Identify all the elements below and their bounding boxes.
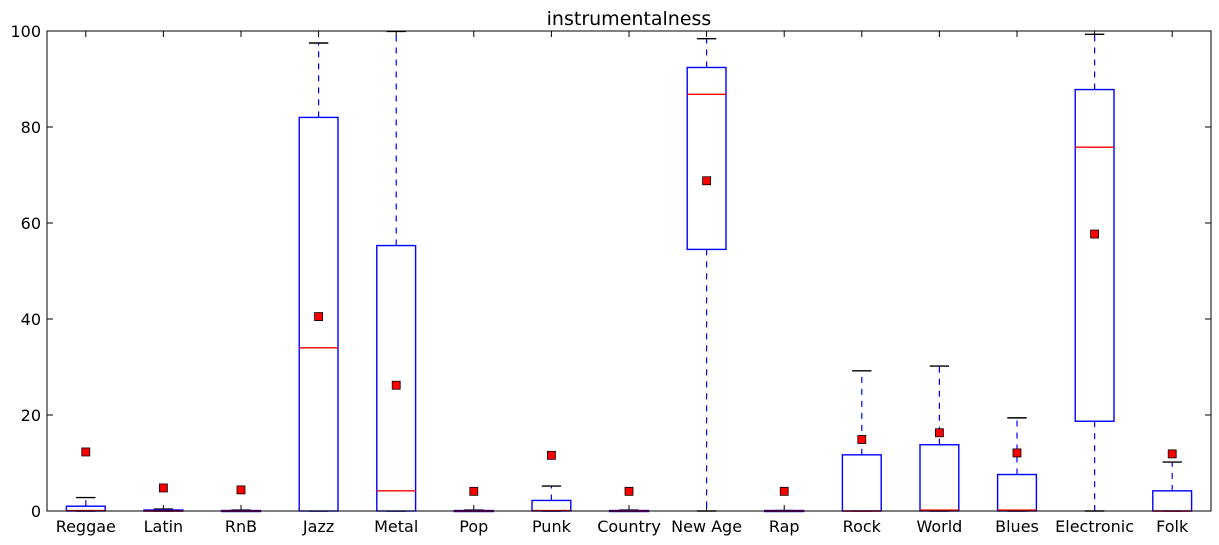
box (919, 444, 960, 512)
mean-marker (81, 447, 91, 457)
x-tick-label: RnB (225, 517, 257, 536)
mean-marker (857, 435, 867, 444)
mean-marker (935, 428, 944, 438)
box (1074, 88, 1115, 422)
x-tick-label: Folk (1156, 517, 1189, 536)
x-tick-label: Electronic (1055, 517, 1134, 536)
box (376, 244, 417, 512)
box (1152, 490, 1193, 512)
mean-marker (1090, 229, 1099, 239)
chart-title: instrumentalness (547, 8, 712, 30)
mean-marker (158, 483, 168, 493)
mean-marker (469, 486, 479, 496)
mean-marker (702, 176, 711, 186)
mean-marker (314, 312, 324, 322)
y-tick-label: 0 (31, 502, 41, 521)
y-tick-label: 80 (21, 118, 41, 137)
x-tick-label: Country (597, 517, 661, 536)
x-tick-label: Rock (843, 517, 882, 536)
x-tick-label: Jazz (302, 517, 334, 536)
mean-marker (1167, 449, 1177, 459)
x-tick-label: Reggae (56, 517, 116, 536)
y-tick-label: 40 (21, 310, 41, 329)
box (996, 473, 1038, 512)
box (686, 66, 727, 251)
mean-marker (1012, 448, 1022, 458)
x-tick-label: Pop (459, 517, 488, 536)
box (841, 454, 882, 512)
x-tick-label: Latin (144, 517, 184, 536)
mean-marker (391, 380, 401, 390)
mean-marker (779, 486, 789, 496)
box (531, 499, 572, 512)
y-tick-label: 100 (10, 22, 41, 41)
mean-marker (236, 485, 246, 495)
plot-frame (46, 30, 1212, 512)
plot-area: 0 20 40 60 80 100 Reggae Latin RnB Jazz Metal Pop Pu… (10, 22, 1211, 536)
mean-marker (624, 486, 634, 496)
mean-marker (547, 450, 556, 460)
x-tick-label: New Age (671, 517, 742, 536)
x-tick-label: Metal (374, 517, 418, 536)
x-tick-label: Blues (995, 517, 1039, 536)
y-tick-label: 20 (21, 406, 41, 425)
x-tick-label: Punk (532, 517, 572, 536)
y-tick-label: 60 (21, 214, 41, 233)
x-tick-label: World (916, 517, 962, 536)
x-tick-label: Rap (769, 517, 800, 536)
